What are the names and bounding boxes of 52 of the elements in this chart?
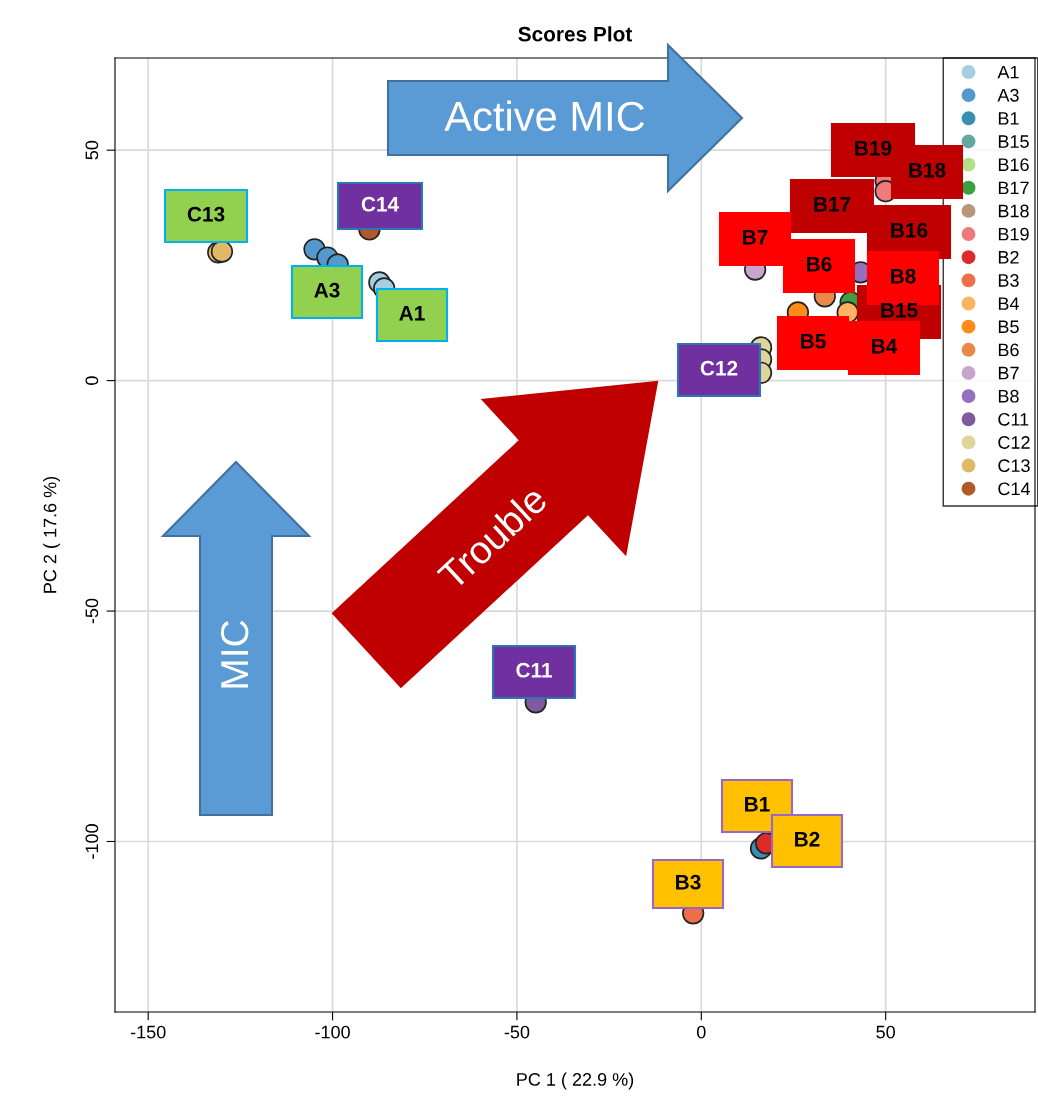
legend-label: B17	[998, 181, 1029, 195]
legend-label: B8	[998, 389, 1019, 403]
legend-label: B3	[998, 274, 1019, 287]
y-tick-label: -100	[85, 824, 99, 859]
annotation: C11	[516, 662, 552, 678]
y-axis-title: PC 2 ( 17.6 %)	[43, 476, 60, 593]
y-tick-label: 50	[85, 140, 99, 160]
annotation: B7	[743, 230, 768, 245]
legend-label: B6	[998, 343, 1019, 357]
legend-label: B18	[998, 204, 1029, 218]
annotation: B16	[891, 222, 928, 238]
legend-label: B1	[998, 112, 1019, 125]
x-tick-label: -100	[315, 1025, 350, 1039]
annotation: A3	[314, 282, 340, 298]
legend-label: B4	[998, 297, 1019, 310]
annotation: B3	[676, 874, 701, 890]
annotation: B19	[855, 140, 892, 156]
y-tick-label: -50	[85, 598, 99, 624]
legend-label: C14	[998, 482, 1031, 496]
legend-label: C11	[998, 412, 1029, 426]
x-tick-label: 50	[876, 1025, 895, 1039]
annotation: B4	[872, 339, 898, 354]
annotation: MIC	[220, 620, 249, 688]
annotation: B18	[909, 162, 946, 178]
legend-label: C13	[998, 459, 1030, 473]
legend-label: B7	[998, 366, 1019, 380]
annotation: Active MIC	[444, 100, 645, 132]
legend-label: C12	[998, 436, 1030, 449]
chart-title: Scores Plot	[518, 26, 633, 42]
legend-label: A1	[997, 65, 1019, 79]
annotation: B15	[881, 303, 918, 318]
legend-label: B19	[998, 227, 1029, 241]
annotation: B5	[801, 334, 826, 349]
x-axis-title: PC 1 ( 22.9 %)	[517, 1072, 634, 1090]
annotation: B8	[891, 268, 916, 284]
y-tick-label: 0	[85, 376, 99, 385]
annotation: C14	[361, 196, 399, 212]
legend-label: B15	[998, 135, 1029, 148]
annotation: B6	[807, 256, 832, 272]
legend-label: B16	[998, 158, 1029, 172]
legend-label: B5	[998, 320, 1019, 334]
legend-label: A3	[997, 88, 1019, 102]
annotation: C13	[187, 206, 225, 222]
annotation: B1	[745, 797, 770, 812]
legend-label: B2	[998, 250, 1019, 264]
annotation: C12	[700, 360, 738, 376]
annotation: B2	[795, 831, 820, 847]
x-tick-label: -150	[130, 1025, 166, 1039]
x-tick-label: 0	[696, 1025, 706, 1039]
annotation: A1	[399, 306, 425, 321]
annotation: B17	[814, 197, 851, 212]
x-tick-label: -50	[504, 1025, 530, 1039]
